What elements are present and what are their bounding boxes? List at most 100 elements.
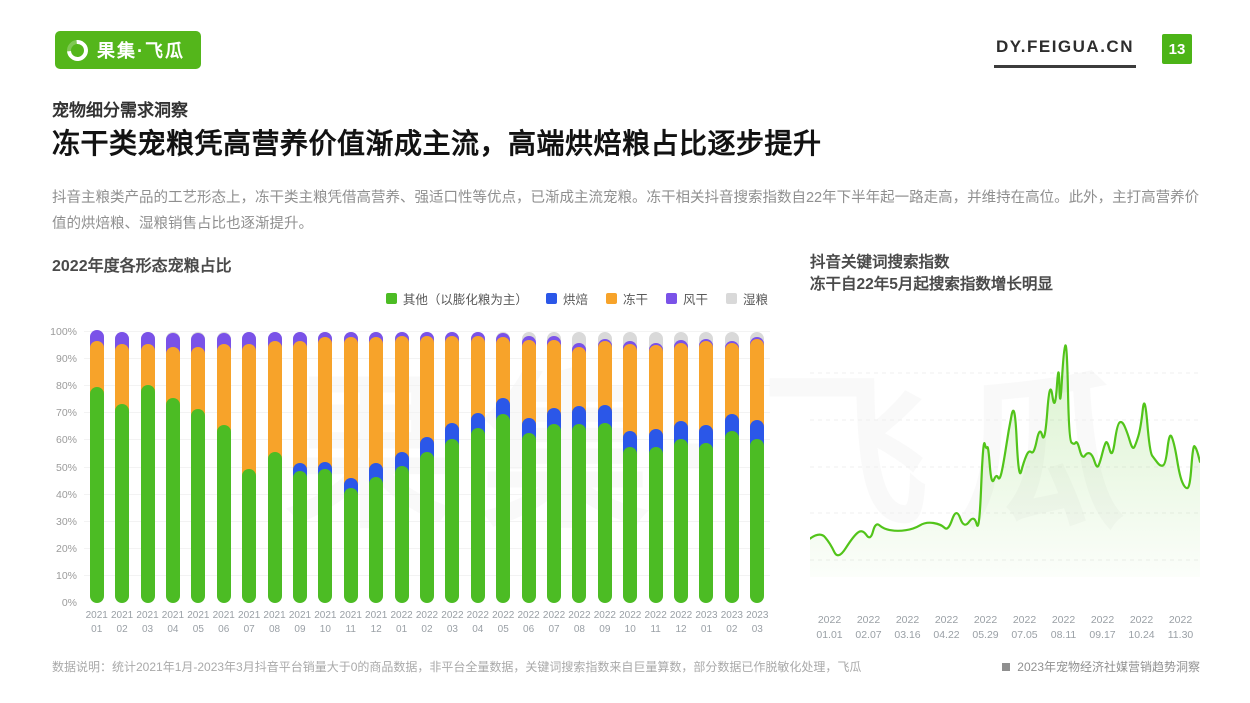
- x-axis-tick: 2021 11: [339, 610, 362, 635]
- bar-segment-other: [699, 442, 714, 603]
- bar-segment-freeze-dried: [318, 337, 333, 469]
- stacked-bar: [750, 332, 765, 603]
- bar-segment-other: [369, 476, 384, 603]
- bar-segment-other: [394, 465, 409, 603]
- legend-label: 烘焙: [562, 293, 588, 307]
- stacked-bar: [394, 331, 409, 603]
- report-marker-icon: [1002, 662, 1011, 671]
- legend: 其他（以膨化粮为主） 烘焙 冻干 风干 湿粮: [385, 289, 768, 308]
- bar-segment-other: [140, 384, 155, 603]
- bar-column: [389, 331, 414, 603]
- bar-segment-freeze-dried: [750, 338, 765, 427]
- stacked-bar: [115, 331, 130, 603]
- bar-column: [186, 332, 211, 603]
- bar-segment-freeze-dried: [89, 341, 104, 395]
- bar-column: [541, 332, 566, 603]
- bar-segment-other: [242, 468, 257, 603]
- header-right: DY.FEIGUA.CN 13: [994, 33, 1192, 68]
- stacked-bar: [267, 331, 282, 603]
- x-axis-tick: 2021 07: [238, 610, 261, 635]
- legend-item: 冻干: [605, 289, 648, 308]
- bar-segment-freeze-dried: [369, 337, 384, 471]
- legend-swatch-icon: [545, 293, 557, 304]
- bar-column: [84, 330, 109, 603]
- x-axis-tick: 2021 05: [187, 610, 210, 635]
- x-axis-tick: 2021 08: [263, 610, 286, 635]
- stacked-bar: [597, 332, 612, 603]
- bar-segment-freeze-dried: [597, 341, 612, 412]
- x-axis-tick: 2022 08.11: [1050, 613, 1077, 642]
- page-number-badge: 13: [1162, 34, 1192, 64]
- bar-segment-other: [318, 468, 333, 603]
- x-axis-tick: 2022 01: [390, 610, 413, 635]
- bar-column: [618, 332, 643, 603]
- x-axis-tick: 2021 09: [288, 610, 312, 635]
- report-label: 2023年宠物经济社媒营销趋势洞察: [1002, 658, 1200, 675]
- stacked-bar: [292, 331, 307, 603]
- bar-column: [262, 331, 287, 603]
- stacked-bar: [521, 332, 536, 603]
- report-name: 2023年宠物经济社媒营销趋势洞察: [1017, 660, 1200, 674]
- bar-segment-freeze-dried: [572, 346, 587, 414]
- bar-segment-freeze-dried: [242, 343, 257, 476]
- x-axis-tick: 2022 12: [669, 610, 693, 635]
- bar-segment-other: [496, 414, 511, 603]
- bar-segment-freeze-dried: [724, 342, 739, 422]
- line-chart-x-labels: 2022 01.01 2022 02.07 2022 03.16 2022 04.22 2022…: [810, 613, 1200, 643]
- x-axis-tick: 2021 06: [212, 610, 235, 635]
- bar-column: [516, 332, 541, 603]
- y-axis-tick: 70%: [55, 407, 77, 420]
- legend-swatch-icon: [385, 293, 397, 304]
- bar-column: [135, 331, 160, 603]
- y-axis-tick: 40%: [55, 488, 77, 501]
- legend-item: 其他（以膨化粮为主）: [385, 289, 528, 308]
- stacked-bar: [623, 332, 638, 603]
- bar-segment-freeze-dried: [648, 345, 663, 437]
- page-title: 冻干类宠粮凭高营养价值渐成主流，高端烘焙粮占比逐步提升: [52, 128, 822, 159]
- bar-segment-freeze-dried: [267, 341, 282, 460]
- bar-segment-other: [521, 433, 536, 603]
- brand-logo: 果集·飞瓜: [55, 31, 201, 69]
- stacked-bar: [89, 330, 104, 603]
- x-axis-tick: 2022 06: [517, 610, 540, 635]
- line-chart-svg: [808, 344, 1202, 577]
- bar-segment-other: [724, 430, 739, 603]
- bar-segment-freeze-dried: [470, 335, 485, 421]
- x-axis-tick: 2022 10: [619, 610, 642, 635]
- bar-chart-plot: 0% 10% 20% 30% 40% 50% 60% 70% 80% 90% 100%: [50, 326, 770, 609]
- legend-label: 其他（以膨化粮为主）: [402, 293, 528, 307]
- stacked-bar: [165, 332, 180, 603]
- stacked-bar: [216, 332, 231, 603]
- bar-segment-freeze-dried: [547, 339, 562, 415]
- bar-column: [109, 331, 134, 603]
- stacked-bar: [369, 331, 384, 603]
- x-axis-tick: 2022 10.24: [1128, 613, 1155, 642]
- bar-segment-freeze-dried: [699, 341, 714, 433]
- bar-segment-other: [648, 446, 663, 603]
- stacked-bar: [496, 332, 511, 603]
- bar-column: [465, 331, 490, 603]
- x-axis-tick: 2022 02: [415, 610, 439, 635]
- bar-column: [491, 332, 516, 603]
- bar-segment-other: [623, 446, 638, 603]
- x-axis-tick: 2022 07.05: [1011, 613, 1038, 642]
- bar-segment-other: [343, 487, 358, 603]
- x-axis-tick: 2021 10: [314, 610, 337, 635]
- x-axis-tick: 2021 03: [136, 610, 159, 635]
- data-note: 数据说明：统计2021年1月-2023年3月抖音平台销量大于0的商品数据，非平台…: [52, 660, 862, 674]
- x-axis-tick: 2022 09.17: [1089, 613, 1116, 642]
- bar-segment-freeze-dried: [445, 335, 460, 430]
- bar-segment-freeze-dried: [623, 343, 638, 438]
- y-axis-tick: 30%: [55, 515, 77, 528]
- bar-segment-freeze-dried: [292, 341, 307, 471]
- bar-segment-freeze-dried: [394, 335, 409, 460]
- x-axis-tick: 2023 03: [746, 610, 769, 635]
- stacked-bar: [648, 332, 663, 603]
- stacked-bar: [445, 331, 460, 603]
- bar-column: [745, 332, 770, 603]
- x-axis-tick: 2022 08: [568, 610, 591, 635]
- bar-chart-title: 2022年度各形态宠粮占比: [52, 258, 232, 275]
- bar-column: [414, 331, 439, 603]
- bar-segment-other: [292, 471, 307, 603]
